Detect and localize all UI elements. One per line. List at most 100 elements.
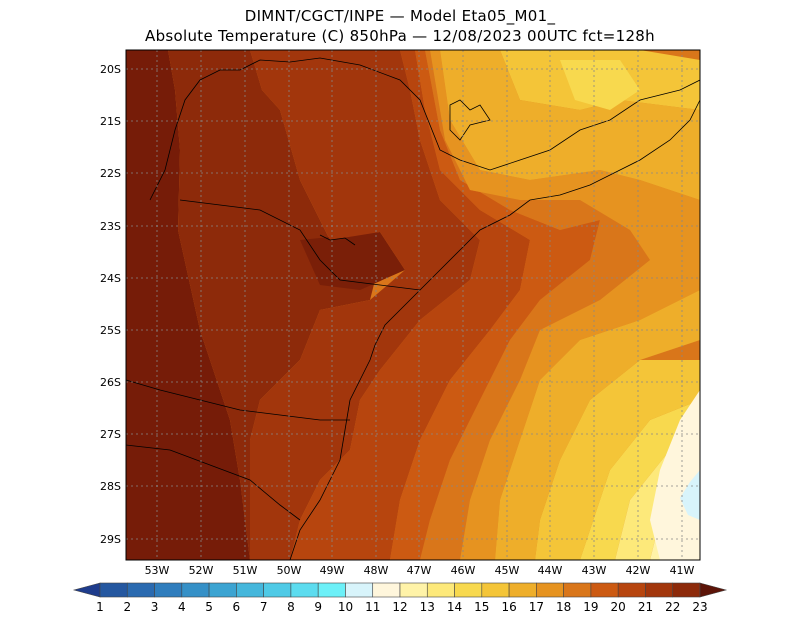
- lat-label-26S: 26S: [100, 376, 121, 389]
- lat-label-21S: 21S: [100, 115, 121, 128]
- lon-label-48W: 48W: [364, 564, 389, 577]
- colorbar-label-2: 2: [123, 600, 131, 614]
- colorbar-box-20: [617, 582, 646, 598]
- colorbar-label-10: 10: [338, 600, 353, 614]
- lon-label-53W: 53W: [145, 564, 170, 577]
- coastline-and-borders: [126, 57, 700, 560]
- colorbar-label-7: 7: [260, 600, 268, 614]
- lon-label-45W: 45W: [495, 564, 520, 577]
- temp-band-19: [390, 50, 600, 560]
- colorbar-label-18: 18: [556, 600, 571, 614]
- temp-band-16: [440, 50, 700, 560]
- lat-label-28S: 28S: [100, 480, 121, 493]
- colorbar-label-12: 12: [392, 600, 407, 614]
- colorbar-box-5: [208, 582, 237, 598]
- colorbar-box-14: [454, 582, 483, 598]
- colorbar-labels: 1 2 3 4 5 6 7 8 9 10 11 12 13 14 15 16 17 18 19 20 21 22 23: [96, 600, 707, 614]
- colorbar-box-15: [481, 582, 510, 598]
- map-frame: [125, 49, 701, 561]
- colorbar-box-22: [672, 582, 701, 598]
- colorbar-label-9: 9: [314, 600, 322, 614]
- lake-feature: [449, 99, 491, 141]
- temp-band-22: [168, 50, 380, 560]
- lon-label-47W: 47W: [407, 564, 432, 577]
- temp-band-23: [126, 50, 250, 560]
- state-border-4: [126, 444, 301, 521]
- lon-label-43W: 43W: [582, 564, 607, 577]
- lon-label-52W: 52W: [189, 564, 214, 577]
- colorbar-box-10: [345, 582, 374, 598]
- temp-band-21: [250, 50, 480, 560]
- temp-patch-22b: [300, 232, 405, 290]
- temp-band-14: [560, 60, 700, 560]
- temp-band-15: [500, 50, 700, 560]
- colorbar-label-20: 20: [611, 600, 626, 614]
- colorbar-box-7: [263, 582, 292, 598]
- temperature-field: [126, 50, 700, 560]
- national-border: [149, 69, 240, 201]
- colorbar-box-16: [508, 582, 537, 598]
- lat-label-25S: 25S: [100, 324, 121, 337]
- gridlines: [126, 50, 700, 560]
- colorbar-boxes: [72, 582, 728, 598]
- colorbar-label-17: 17: [529, 600, 544, 614]
- colorbar-label-13: 13: [420, 600, 435, 614]
- lon-label-44W: 44W: [538, 564, 563, 577]
- temp-band-17: [430, 50, 700, 560]
- lat-label-27S: 27S: [100, 428, 121, 441]
- colorbar-label-19: 19: [583, 600, 598, 614]
- temp-band-11: [650, 390, 700, 560]
- lon-label-46W: 46W: [451, 564, 476, 577]
- colorbar-label-3: 3: [151, 600, 159, 614]
- colorbar-label-11: 11: [365, 600, 380, 614]
- river-feature: [319, 234, 356, 246]
- colorbar-label-14: 14: [447, 600, 462, 614]
- colorbar-label-15: 15: [474, 600, 489, 614]
- lon-label-50W: 50W: [277, 564, 302, 577]
- colorbar-box-11: [372, 582, 401, 598]
- colorbar-label-21: 21: [638, 600, 653, 614]
- colorbar-box-13: [426, 582, 455, 598]
- lon-label-51W: 51W: [233, 564, 258, 577]
- colorbar-box-6: [236, 582, 264, 598]
- temp-band-18: [420, 50, 650, 560]
- colorbar-box-17: [536, 582, 564, 598]
- colorbar-label-16: 16: [501, 600, 516, 614]
- chart-title-line-1: DIMNT/CGCT/INPE — Model Eta05_M01_: [244, 7, 556, 25]
- colorbar-label-6: 6: [233, 600, 241, 614]
- lat-label-24S: 24S: [100, 272, 121, 285]
- lat-label-23S: 23S: [100, 220, 121, 233]
- colorbar-arrow-high: [699, 582, 728, 598]
- lat-label-22S: 22S: [100, 167, 121, 180]
- state-border-3: [126, 379, 350, 421]
- colorbar-box-3: [154, 582, 183, 598]
- colorbar-arrow-low: [72, 582, 101, 598]
- colorbar-label-8: 8: [287, 600, 295, 614]
- lat-label-29S: 29S: [100, 533, 121, 546]
- colorbar-box-19: [590, 582, 619, 598]
- colorbar-label-1: 1: [96, 600, 104, 614]
- lon-label-49W: 49W: [320, 564, 345, 577]
- colorbar-box-4: [181, 582, 210, 598]
- colorbar-box-8: [290, 582, 319, 598]
- latitude-labels: 20S 21S 22S 23S 24S 25S 26S 27S 28S 29S: [100, 63, 121, 546]
- temp-band-10: [680, 470, 700, 520]
- lon-label-41W: 41W: [670, 564, 695, 577]
- colorbar-box-12: [399, 582, 428, 598]
- lon-label-42W: 42W: [626, 564, 651, 577]
- chart-title-line-2: Absolute Temperature (C) 850hPa — 12/08/…: [145, 27, 655, 45]
- colorbar-box-21: [645, 582, 674, 598]
- state-border-2: [179, 199, 421, 291]
- state-border-1: [239, 57, 700, 171]
- colorbar-label-4: 4: [178, 600, 186, 614]
- lat-label-20S: 20S: [100, 63, 121, 76]
- longitude-labels: 53W 52W 51W 50W 49W 48W 47W 46W 45W 44W 43W 42W 41W: [145, 564, 695, 577]
- colorbar-label-22: 22: [665, 600, 680, 614]
- colorbar-box-9: [317, 582, 346, 598]
- colorbar-box-18: [563, 582, 592, 598]
- colorbar-label-5: 5: [205, 600, 213, 614]
- colorbar-label-23: 23: [692, 600, 707, 614]
- colorbar-box-2: [126, 582, 155, 598]
